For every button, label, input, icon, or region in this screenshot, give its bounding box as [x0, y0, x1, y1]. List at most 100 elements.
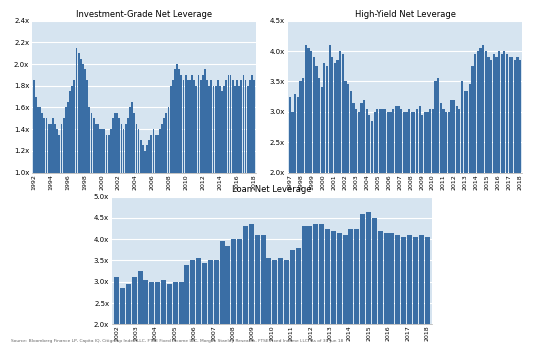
Bar: [272, 260, 277, 324]
Bar: [221, 91, 223, 172]
Bar: [382, 109, 384, 172]
Bar: [313, 57, 315, 172]
Bar: [240, 80, 242, 172]
Bar: [292, 112, 294, 172]
Bar: [266, 258, 271, 324]
Bar: [416, 109, 418, 172]
Bar: [84, 69, 86, 172]
Bar: [67, 102, 69, 172]
Bar: [214, 260, 219, 324]
Bar: [506, 54, 508, 172]
Bar: [114, 277, 119, 324]
Bar: [413, 112, 415, 172]
Bar: [234, 86, 236, 172]
Bar: [379, 109, 381, 172]
Bar: [211, 80, 212, 172]
Bar: [407, 235, 412, 324]
Bar: [432, 109, 434, 172]
Bar: [149, 282, 154, 324]
Bar: [350, 90, 352, 172]
Bar: [469, 85, 471, 172]
Bar: [133, 113, 135, 172]
Bar: [200, 80, 201, 172]
Bar: [42, 113, 43, 172]
Bar: [352, 103, 354, 172]
Bar: [219, 86, 221, 172]
Bar: [161, 124, 163, 172]
Bar: [99, 129, 101, 172]
Bar: [347, 85, 349, 172]
Bar: [458, 109, 461, 172]
Bar: [173, 282, 177, 324]
Bar: [395, 106, 397, 172]
Bar: [344, 81, 346, 172]
Bar: [318, 78, 320, 172]
Bar: [208, 86, 210, 172]
Bar: [253, 80, 255, 172]
Bar: [95, 124, 96, 172]
Bar: [290, 250, 295, 324]
Bar: [392, 109, 394, 172]
Bar: [429, 109, 431, 172]
Bar: [390, 233, 394, 324]
Bar: [384, 233, 389, 324]
Bar: [337, 233, 342, 324]
Bar: [374, 112, 376, 172]
Bar: [297, 97, 299, 172]
Bar: [247, 86, 248, 172]
Bar: [202, 263, 207, 324]
Bar: [127, 118, 129, 172]
Bar: [184, 265, 189, 324]
Bar: [376, 109, 378, 172]
Bar: [316, 66, 318, 172]
Bar: [511, 57, 513, 172]
Bar: [503, 51, 505, 172]
Bar: [202, 75, 204, 172]
Bar: [484, 51, 487, 172]
Bar: [167, 284, 172, 324]
Bar: [342, 54, 344, 172]
Bar: [91, 113, 92, 172]
Bar: [487, 57, 490, 172]
Bar: [93, 118, 94, 172]
Bar: [120, 124, 123, 172]
Bar: [249, 80, 251, 172]
Bar: [189, 80, 191, 172]
Bar: [54, 124, 56, 172]
Bar: [366, 211, 371, 324]
Bar: [319, 224, 324, 324]
Bar: [138, 271, 142, 324]
Bar: [61, 124, 62, 172]
Bar: [108, 135, 109, 172]
Bar: [425, 237, 430, 324]
Bar: [120, 288, 125, 324]
Bar: [114, 113, 116, 172]
Bar: [284, 260, 289, 324]
Bar: [69, 91, 71, 172]
Bar: [132, 277, 136, 324]
Bar: [372, 218, 377, 324]
Bar: [243, 226, 248, 324]
Bar: [325, 228, 330, 324]
Bar: [461, 81, 463, 172]
Bar: [323, 63, 326, 172]
Bar: [142, 145, 144, 172]
Title: Loan Net Leverage: Loan Net Leverage: [232, 186, 312, 195]
Bar: [245, 80, 246, 172]
Bar: [410, 112, 413, 172]
Bar: [434, 81, 437, 172]
Bar: [440, 103, 442, 172]
Bar: [208, 260, 213, 324]
Bar: [395, 235, 400, 324]
Bar: [74, 80, 75, 172]
Bar: [516, 57, 519, 172]
Bar: [477, 51, 479, 172]
Bar: [426, 112, 429, 172]
Bar: [59, 135, 60, 172]
Bar: [56, 129, 58, 172]
Bar: [63, 118, 64, 172]
Bar: [48, 124, 50, 172]
Bar: [339, 51, 341, 172]
Bar: [138, 129, 140, 172]
Bar: [349, 228, 353, 324]
